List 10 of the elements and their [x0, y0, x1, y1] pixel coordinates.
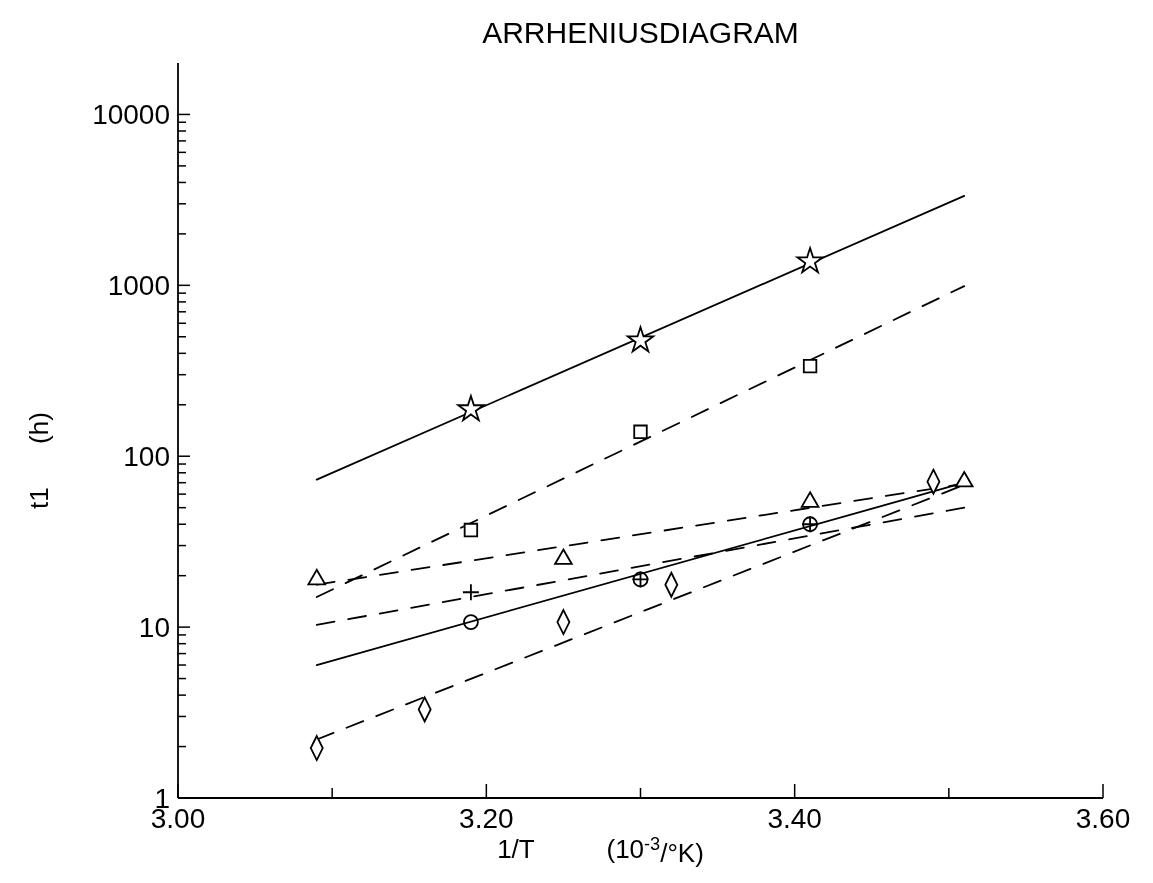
y-tick-label: 10000	[92, 99, 170, 131]
y-tick-label: 100	[123, 441, 170, 473]
x-axis-title: 1/T (10$^{-3}$/°K)	[497, 833, 704, 868]
x-tick-label: 3.40	[767, 803, 822, 834]
x-tick-label: 3.60	[1075, 803, 1131, 834]
y-tick-label: 1000	[107, 270, 170, 302]
y-axis-title: t1 (h)	[24, 412, 54, 509]
y-tick-label: 10	[138, 611, 170, 643]
chart-title: ARRHENIUSDIAGRAM	[482, 16, 799, 49]
x-tick-label: 3.20	[459, 803, 514, 834]
